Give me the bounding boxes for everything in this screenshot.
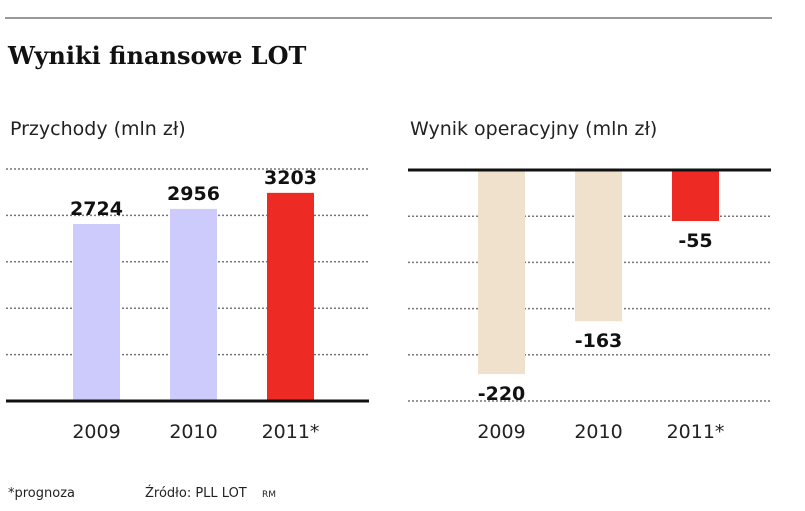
source: Źródło: PLL LOT (145, 485, 247, 501)
data-label: 2956 (167, 183, 220, 205)
bar-2010 (170, 208, 217, 401)
x-tick-label: 2011* (667, 421, 725, 443)
data-label: -163 (575, 330, 623, 352)
right-chart-title: Wynik operacyjny (mln zł) (410, 118, 657, 140)
data-label: 2724 (70, 198, 123, 220)
bar-2011 (672, 170, 719, 222)
data-label: 3203 (264, 167, 317, 189)
operating-result-chart: -220 2009 -163 2010 -55 2011* (408, 168, 771, 443)
bar-2011 (267, 192, 314, 401)
x-tick-label: 2010 (169, 421, 217, 443)
bar-2009 (478, 170, 525, 375)
x-tick-label: 2011* (262, 421, 320, 443)
left-chart-title: Przychody (mln zł) (10, 118, 186, 140)
bar-2009 (73, 223, 120, 401)
x-tick-label: 2010 (574, 421, 622, 443)
x-tick-label: 2009 (477, 421, 525, 443)
author-initials: RM (262, 490, 276, 500)
footnote: *prognoza (8, 486, 75, 501)
figure-title: Wyniki finansowe LOT (7, 41, 307, 70)
data-label: -220 (478, 383, 526, 405)
bar-2010 (575, 170, 622, 322)
x-tick-label: 2009 (72, 421, 120, 443)
revenue-chart: 2724 2009 2956 2010 3203 2011* (6, 167, 369, 443)
data-label: -55 (678, 230, 712, 252)
